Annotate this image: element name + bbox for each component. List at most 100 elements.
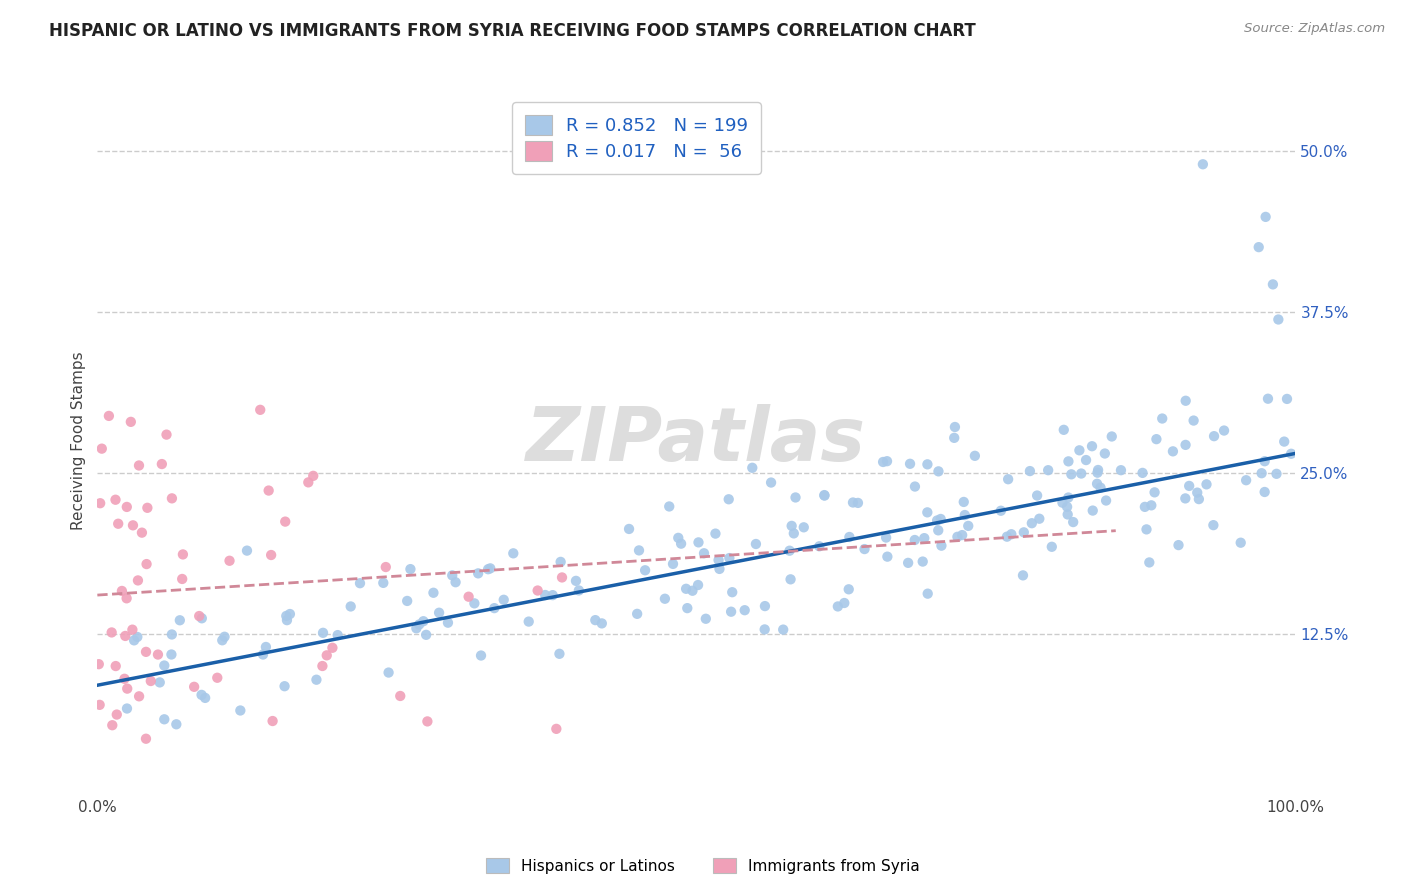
Point [155,427,177,442]
Point [441,568,464,582]
Point [89,698,111,712]
Point [1087,463,1109,477]
Point [717,492,740,507]
Point [943,431,966,445]
Point [262,714,284,728]
Point [827,599,849,614]
Point [842,495,865,509]
Point [427,606,450,620]
Point [686,578,709,592]
Point [565,574,588,588]
Point [1000,527,1022,541]
Point [149,675,172,690]
Point [105,707,128,722]
Point [1229,535,1251,549]
Point [693,546,716,560]
Point [917,587,939,601]
Point [695,612,717,626]
Point [114,672,136,686]
Point [1137,556,1160,570]
Point [963,449,986,463]
Point [115,701,138,715]
Point [1021,516,1043,531]
Point [813,488,835,502]
Point [853,542,876,557]
Point [1019,464,1042,478]
Point [276,609,298,624]
Point [927,513,949,527]
Point [135,557,157,571]
Point [904,533,927,547]
Point [373,575,395,590]
Point [172,572,194,586]
Point [252,648,274,662]
Point [115,681,138,696]
Point [260,548,283,562]
Point [107,516,129,531]
Point [1057,454,1080,468]
Point [150,457,173,471]
Point [1247,240,1270,254]
Point [128,458,150,473]
Point [917,505,939,519]
Point [654,591,676,606]
Point [467,566,489,581]
Point [953,508,976,522]
Point [492,592,515,607]
Point [172,548,194,562]
Point [568,583,591,598]
Point [1161,444,1184,458]
Point [437,615,460,630]
Point [1069,443,1091,458]
Point [875,531,897,545]
Point [115,591,138,606]
Point [709,562,731,576]
Point [627,543,650,558]
Point [1026,489,1049,503]
Point [1012,525,1035,540]
Point [188,609,211,624]
Point [254,640,277,654]
Point [927,464,949,478]
Point [114,629,136,643]
Point [484,601,506,615]
Point [1182,413,1205,427]
Point [911,555,934,569]
Point [339,599,361,614]
Point [1174,393,1197,408]
Point [1279,447,1302,461]
Point [626,607,648,621]
Point [374,560,396,574]
Point [1094,446,1116,460]
Point [995,530,1018,544]
Point [470,648,492,663]
Point [305,673,328,687]
Point [1261,277,1284,292]
Point [617,522,640,536]
Point [249,402,271,417]
Point [927,524,949,538]
Point [422,586,444,600]
Point [111,584,134,599]
Point [135,731,157,746]
Point [1267,312,1289,326]
Point [912,531,935,545]
Point [550,555,572,569]
Point [415,628,437,642]
Y-axis label: Receiving Food Stamps: Receiving Food Stamps [72,351,86,530]
Point [1036,463,1059,477]
Point [160,648,183,662]
Point [312,625,335,640]
Point [273,679,295,693]
Point [779,543,801,558]
Point [104,492,127,507]
Point [1253,454,1275,468]
Point [274,515,297,529]
Point [131,525,153,540]
Text: HISPANIC OR LATINO VS IMMIGRANTS FROM SYRIA RECEIVING FOOD STAMPS CORRELATION CH: HISPANIC OR LATINO VS IMMIGRANTS FROM SY… [49,22,976,40]
Point [876,549,898,564]
Point [931,539,953,553]
Point [139,673,162,688]
Point [276,613,298,627]
Point [190,688,212,702]
